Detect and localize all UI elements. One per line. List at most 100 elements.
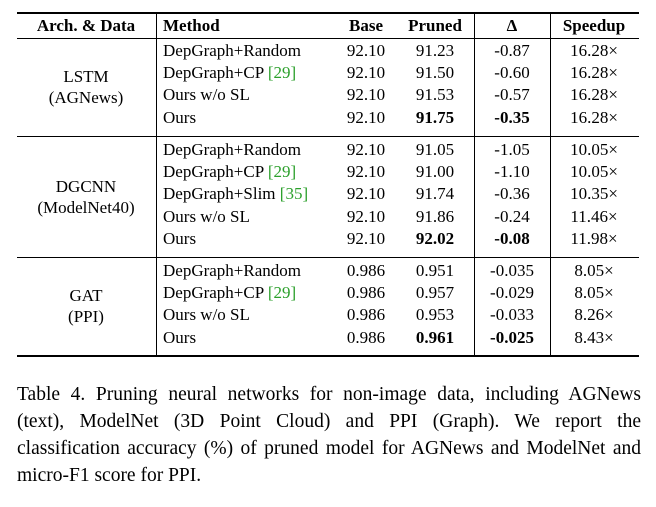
cell-speedup: 8.05× [574, 283, 614, 303]
cell-method: DepGraph+CP [29] [163, 63, 296, 83]
group-label-lstm: LSTM (AGNews) [17, 66, 155, 108]
vertical-rule-arch [156, 13, 157, 356]
cell-delta: -0.57 [494, 85, 530, 105]
cell-pruned: 91.74 [415, 184, 455, 204]
header-arch: Arch. & Data [36, 16, 136, 35]
cell-pruned: 91.53 [415, 85, 455, 105]
cell-pruned: 91.23 [415, 41, 455, 60]
citation-link[interactable]: [35] [279, 184, 309, 204]
dataset-name: (ModelNet40) [37, 198, 135, 217]
method-label: Ours [163, 107, 197, 127]
cell-method: Ours w/o SL [163, 85, 250, 105]
cell-delta: -0.029 [490, 283, 534, 303]
cell-pruned: 0.957 [415, 283, 455, 303]
citation-link[interactable]: [29] [267, 63, 297, 83]
vertical-rule-pruned [474, 13, 475, 356]
cell-speedup: 8.26× [574, 305, 614, 325]
citation-link[interactable]: [29] [267, 283, 297, 303]
cell-base: 92.10 [346, 63, 386, 83]
cell-base: 92.10 [346, 228, 386, 248]
cell-base: 92.10 [346, 85, 386, 105]
group-separator-1 [17, 136, 639, 137]
cell-speedup: 11.98× [570, 228, 618, 248]
cell-method: DepGraph+Random [163, 140, 301, 160]
arch-name: LSTM [63, 67, 109, 86]
cell-method: Ours w/o SL [163, 305, 250, 325]
method-label: DepGraph+Slim [163, 184, 280, 204]
cell-method: DepGraph+Random [163, 261, 301, 281]
cell-base: 92.10 [346, 140, 386, 159]
cell-method: DepGraph+CP [29] [163, 283, 296, 303]
cell-pruned: 91.75 [415, 107, 455, 127]
method-label: DepGraph+CP [163, 283, 268, 303]
dataset-name: (AGNews) [48, 88, 124, 107]
cell-speedup: 10.05× [570, 162, 618, 182]
method-label: Ours w/o SL [163, 85, 250, 105]
cell-speedup: 10.35× [570, 184, 618, 204]
cell-speedup: 16.28× [570, 41, 618, 60]
cell-base: 92.10 [346, 162, 386, 182]
arch-name: GAT [69, 286, 103, 305]
cell-pruned: 0.961 [415, 327, 455, 347]
cell-speedup: 8.43× [574, 327, 614, 347]
header-speedup: Speedup [562, 16, 626, 35]
cell-delta: -1.05 [494, 140, 530, 159]
cell-pruned: 0.951 [415, 261, 455, 280]
cell-method: Ours w/o SL [163, 207, 250, 227]
method-label: Ours w/o SL [163, 206, 250, 226]
method-label: DepGraph+Random [163, 41, 302, 60]
cell-delta: -0.60 [494, 63, 530, 83]
cell-pruned: 91.86 [415, 206, 455, 226]
dataset-name: (PPI) [68, 307, 104, 326]
cell-method: DepGraph+Slim [35] [163, 184, 308, 204]
cell-method: Ours [163, 229, 196, 249]
cell-method: Ours [163, 328, 196, 348]
citation-link[interactable]: [29] [267, 162, 297, 182]
cell-speedup: 10.05× [570, 140, 618, 159]
method-label: DepGraph+CP [163, 162, 268, 182]
bottom-rule [17, 355, 639, 357]
cell-delta: -1.10 [494, 162, 530, 182]
group-label-dgcnn: DGCNN (ModelNet40) [17, 176, 155, 218]
cell-delta: -0.08 [494, 228, 530, 248]
cell-pruned: 92.02 [415, 228, 455, 248]
method-label: Ours [163, 228, 197, 248]
method-label: DepGraph+Random [163, 140, 302, 159]
top-rule [17, 12, 639, 14]
cell-speedup: 16.28× [570, 85, 618, 105]
cell-delta: -0.025 [490, 327, 534, 347]
arch-name: DGCNN [55, 177, 117, 196]
header-pruned: Pruned [408, 16, 462, 35]
header-method: Method [163, 16, 220, 35]
cell-delta: -0.033 [490, 305, 534, 325]
cell-speedup: 16.28× [570, 107, 618, 127]
header-rule [17, 38, 639, 39]
group-label-gat: GAT (PPI) [17, 285, 155, 327]
cell-delta: -0.24 [494, 206, 530, 226]
cell-speedup: 11.46× [570, 206, 618, 226]
cell-base: 0.986 [346, 327, 386, 347]
cell-pruned: 91.00 [415, 162, 455, 182]
method-label: Ours w/o SL [163, 305, 250, 325]
cell-speedup: 8.05× [574, 261, 614, 280]
cell-base: 92.10 [346, 107, 386, 127]
cell-base: 92.10 [346, 184, 386, 204]
cell-delta: -0.35 [494, 107, 530, 127]
header-delta: Δ [506, 16, 518, 35]
cell-speedup: 16.28× [570, 63, 618, 83]
cell-method: DepGraph+Random [163, 41, 301, 61]
cell-delta: -0.035 [490, 261, 534, 280]
cell-method: DepGraph+CP [29] [163, 162, 296, 182]
cell-base: 92.10 [346, 41, 386, 60]
header-base: Base [349, 16, 383, 35]
method-label: Ours [163, 327, 197, 347]
cell-base: 92.10 [346, 206, 386, 226]
cell-base: 0.986 [346, 261, 386, 280]
cell-base: 0.986 [346, 305, 386, 325]
cell-pruned: 91.05 [415, 140, 455, 159]
method-label: DepGraph+Random [163, 261, 302, 280]
cell-delta: -0.87 [494, 41, 530, 60]
cell-pruned: 0.953 [415, 305, 455, 325]
method-label: DepGraph+CP [163, 63, 268, 83]
